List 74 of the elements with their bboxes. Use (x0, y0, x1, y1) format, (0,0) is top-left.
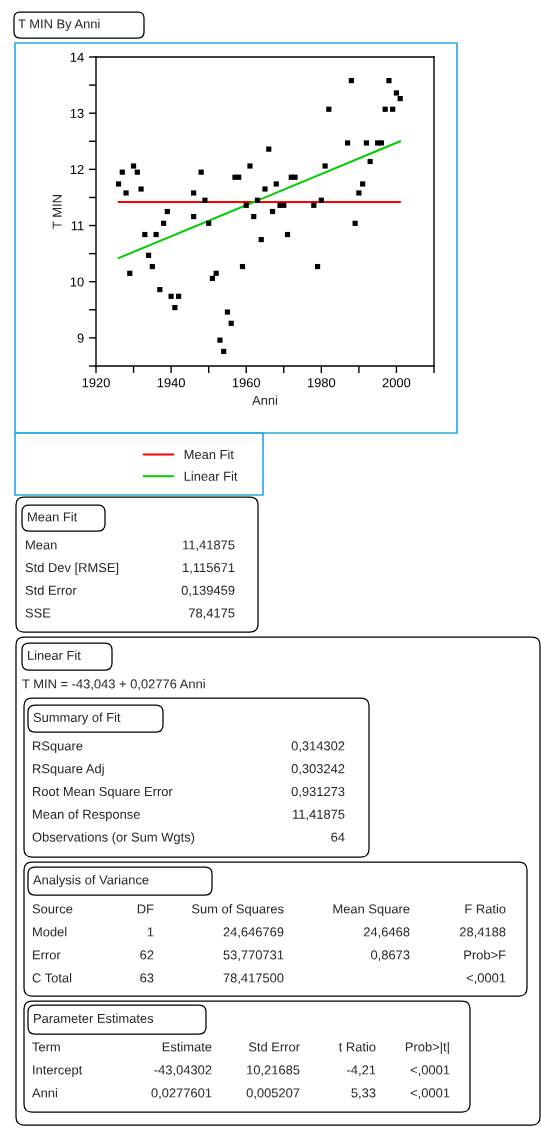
text: 28,4188 (459, 927, 506, 938)
text: C Total (32, 972, 72, 983)
y-tick-label: 13 (70, 108, 84, 118)
y-tick-label: 10 (70, 277, 84, 287)
text: T MIN = -43,043 + 0,02776 Anni (22, 678, 205, 690)
text: -4,21 (347, 1065, 376, 1076)
text: F Ratio (465, 903, 506, 914)
text: Prob>F (464, 949, 506, 960)
text: 1,115671 (183, 563, 235, 574)
text: 0,303242 (291, 764, 345, 775)
text: Std Error (25, 585, 77, 595)
text: RSquare (33, 741, 83, 754)
text: SSE (25, 608, 51, 618)
x-tick-label: 1960 (232, 378, 261, 388)
text: 0,8673 (371, 950, 410, 961)
chart-title: T MIN By Anni (18, 18, 100, 32)
text: Intercept (33, 1065, 83, 1078)
text: Mean Square (333, 904, 410, 917)
text: Estimate (162, 1041, 212, 1052)
text: 78,4175 (188, 608, 235, 620)
y-axis-title: T MIN (52, 195, 62, 229)
text: <,0001 (410, 1088, 450, 1099)
x-tick-label: 1940 (157, 378, 185, 388)
y-tick-label: 11 (71, 221, 84, 231)
text: Parameter Estimates (34, 1013, 154, 1023)
text: Sum of Squares (191, 903, 284, 917)
text: DF (137, 904, 154, 914)
text: 11,41875 (293, 809, 345, 821)
text: t Ratio (338, 1041, 376, 1052)
text: 64 (331, 832, 345, 842)
text: 10,21685 (247, 1065, 300, 1076)
text: 62 (140, 950, 154, 960)
text: 24,646769 (223, 927, 284, 938)
text: 24,6468 (363, 927, 410, 938)
x-tick-label: 1920 (82, 378, 110, 388)
text: Error (33, 950, 61, 960)
x-tick-label: 2000 (382, 378, 411, 388)
text: <,0001 (466, 973, 506, 984)
x-tick-label: 1980 (307, 378, 336, 388)
text: 0,931273 (291, 786, 345, 798)
text: Mean (26, 540, 57, 550)
text: 5,33 (351, 1088, 376, 1099)
text: 1 (147, 927, 154, 937)
text: Model (33, 926, 67, 937)
legend-label: Linear Fit (184, 471, 238, 481)
text: 0,314302 (291, 741, 345, 752)
text: 63 (140, 973, 154, 983)
text: Term (32, 1042, 60, 1052)
x-axis-title: Anni (252, 395, 278, 405)
text: Source (32, 904, 73, 914)
text: 11,41875 (183, 540, 235, 551)
text: Analysis of Variance (33, 874, 149, 888)
text: Root Mean Square Error (33, 786, 173, 799)
text: Mean Fit (28, 511, 78, 522)
text: Linear Fit (28, 650, 81, 660)
text: 0,0277601 (151, 1088, 212, 1099)
text: Prob>|t| (405, 1041, 449, 1055)
text: 53,770731 (223, 950, 284, 961)
text: Summary of Fit (33, 712, 121, 725)
text: RSquare Adj (33, 763, 104, 776)
text: Std Dev [RMSE] (25, 562, 119, 575)
y-tick-label: 12 (70, 165, 84, 175)
text: Observations (or Sum Wgts) (32, 832, 195, 845)
text: 0,005207 (246, 1088, 300, 1099)
y-tick-label: 14 (70, 52, 84, 62)
y-tick-label: 9 (77, 333, 84, 343)
text: Std Error (248, 1041, 300, 1052)
text: 78,417500 (223, 973, 284, 984)
text: 0,139459 (181, 585, 235, 597)
text: <,0001 (410, 1065, 450, 1076)
text: Anni (32, 1087, 57, 1098)
legend-label: Mean Fit (184, 449, 234, 460)
text: Mean of Response (33, 809, 140, 822)
text: -43,04302 (154, 1065, 212, 1076)
